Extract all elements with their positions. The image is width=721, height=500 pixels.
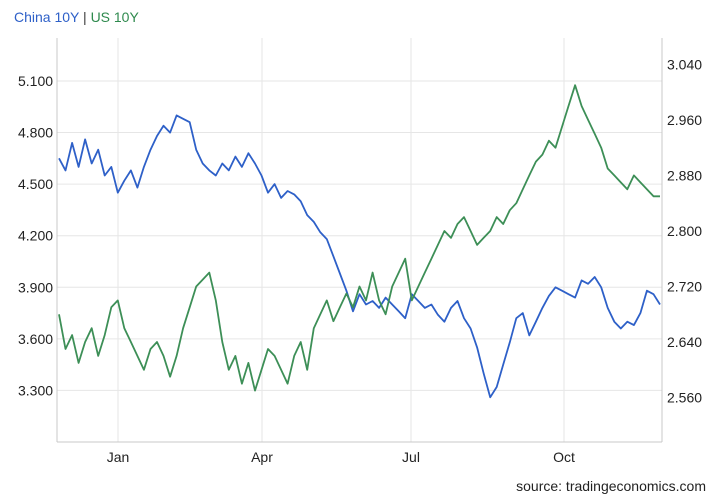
y-right-tick-label: 2.560 — [667, 390, 702, 406]
chart-legend: China 10Y | US 10Y — [14, 9, 139, 25]
legend-china-10y[interactable]: China 10Y — [14, 9, 80, 25]
legend-us-10y[interactable]: US 10Y — [90, 9, 139, 25]
legend-separator: | — [79, 9, 91, 25]
y-right-tick-label: 2.880 — [667, 167, 702, 183]
y-right-tick-label: 2.960 — [667, 112, 702, 128]
x-tick-label: Apr — [251, 449, 273, 465]
y-left-tick-label: 3.600 — [18, 331, 53, 347]
source-credit: source: tradingeconomics.com — [516, 478, 706, 494]
x-tick-label: Jul — [402, 449, 420, 465]
y-left-tick-label: 5.100 — [18, 73, 53, 89]
axis-ticks: 5.100 3.040 4.800 2.960 4.500 2.880 4.200 2.800… — [18, 56, 702, 465]
y-left-tick-label: 3.300 — [18, 382, 53, 398]
y-left-tick-label: 4.500 — [18, 176, 53, 192]
series-line-china-10y[interactable] — [58, 114, 661, 399]
series-line-us-10y[interactable] — [58, 84, 660, 392]
x-tick-label: Jan — [107, 449, 130, 465]
y-left-tick-label: 3.900 — [18, 279, 53, 295]
y-right-tick-label: 2.800 — [667, 223, 702, 239]
y-right-tick-label: 2.640 — [667, 334, 702, 350]
y-right-tick-label: 2.720 — [667, 279, 702, 295]
x-tick-label: Oct — [553, 449, 575, 465]
y-right-tick-label: 3.040 — [667, 56, 702, 72]
y-left-tick-label: 4.200 — [18, 228, 53, 244]
y-left-tick-label: 4.800 — [18, 125, 53, 141]
series-lines — [58, 84, 661, 399]
